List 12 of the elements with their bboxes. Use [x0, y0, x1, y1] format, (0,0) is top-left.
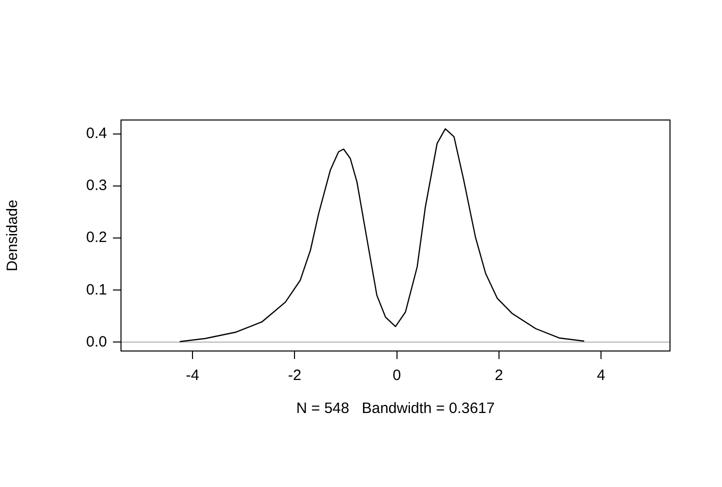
x-tick-label: 0: [392, 367, 401, 384]
x-tick-label: -2: [288, 367, 302, 384]
y-tick-label: 0.2: [86, 229, 107, 246]
y-tick-label: 0.3: [86, 177, 107, 194]
y-tick-label: 0.1: [86, 281, 107, 298]
y-tick-label: 0.4: [86, 125, 107, 142]
x-tick-label: 2: [494, 367, 504, 384]
x-axis-title: N = 548 Bandwidth = 0.3617: [296, 400, 495, 418]
y-tick-label: 0.0: [86, 333, 107, 350]
y-axis-title: Densidade: [4, 200, 22, 272]
x-tick-label: 4: [596, 367, 606, 384]
x-tick-label: -4: [186, 367, 200, 384]
